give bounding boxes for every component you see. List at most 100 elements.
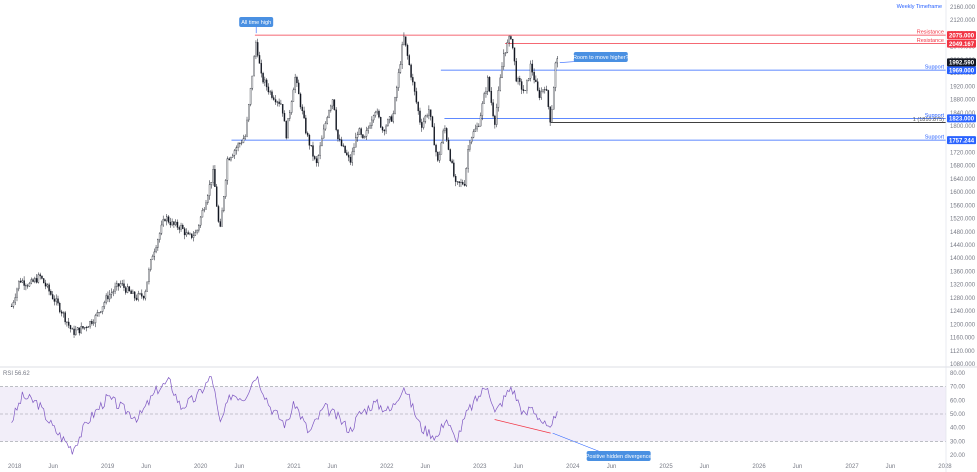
rsi-guide-lines: 80.00 70.00 60.00 50.00 40.00 30.00 20.00 xyxy=(0,371,966,459)
candle-body xyxy=(549,106,551,123)
candle-body xyxy=(217,206,220,222)
candle-body xyxy=(292,89,295,102)
candle-body xyxy=(157,239,159,248)
candle-body xyxy=(351,151,353,163)
candle-body xyxy=(123,283,125,288)
price-tick-label: 2160.000 xyxy=(950,5,976,11)
candle-body xyxy=(349,156,352,163)
candle-body xyxy=(82,326,84,329)
price-tick-label: 1600.000 xyxy=(950,190,976,196)
candle-body xyxy=(554,62,557,88)
candle-body xyxy=(237,143,239,148)
candle-body xyxy=(474,128,476,132)
candle-body xyxy=(32,279,34,282)
candle-body xyxy=(478,125,480,127)
candle-body xyxy=(353,147,355,153)
candle-body xyxy=(60,311,63,314)
time-tick-label: Jun xyxy=(607,464,617,470)
divergence-callout-bubble xyxy=(586,451,651,461)
level-label: Support xyxy=(925,135,945,141)
candle-body xyxy=(10,305,13,307)
candle-body xyxy=(294,76,296,91)
candle-body xyxy=(362,134,364,139)
candle-body xyxy=(542,89,544,92)
rsi-tick-label: 60.00 xyxy=(950,398,966,404)
candle-body xyxy=(21,280,24,283)
candle-body xyxy=(513,47,516,62)
candle-body xyxy=(552,87,555,110)
candle-body xyxy=(246,119,248,137)
candle-body xyxy=(396,87,398,98)
candle-body xyxy=(185,232,188,236)
rsi-tick-label: 20.00 xyxy=(950,453,966,459)
candle-body xyxy=(374,112,377,116)
candle-body xyxy=(429,109,432,117)
candle-body xyxy=(235,147,238,151)
rsi-line xyxy=(11,375,558,455)
candle-body xyxy=(130,290,132,294)
candle-body xyxy=(495,107,498,125)
candle-body xyxy=(344,145,346,153)
candle-body xyxy=(431,116,434,128)
candle-body xyxy=(360,128,362,135)
candle-body xyxy=(114,286,116,292)
time-tick-label: 2018 xyxy=(8,464,22,470)
candle-body xyxy=(273,97,275,100)
candle-body xyxy=(485,91,487,94)
time-tick-label: Jun xyxy=(235,464,245,470)
candle-body xyxy=(330,105,332,111)
candle-body xyxy=(335,109,337,130)
candle-body xyxy=(103,302,106,307)
candle-body xyxy=(324,123,327,130)
time-tick-label: 2026 xyxy=(752,464,766,470)
candle-body xyxy=(271,91,273,98)
candle-body xyxy=(301,106,304,112)
candle-body xyxy=(66,321,68,323)
candle-body xyxy=(547,90,550,107)
level-price-tag-text: 1757.244 xyxy=(949,138,975,144)
candle-body xyxy=(317,155,320,164)
candle-body xyxy=(242,138,245,143)
candle-body xyxy=(276,101,279,103)
candle-body xyxy=(529,63,532,79)
candle-body xyxy=(169,221,172,226)
candle-body xyxy=(314,156,316,159)
candle-body xyxy=(126,286,129,293)
candle-body xyxy=(296,76,298,84)
candle-body xyxy=(160,224,163,234)
candle-body xyxy=(191,233,193,238)
candle-body xyxy=(89,321,91,327)
candle-body xyxy=(440,142,443,155)
candle-body xyxy=(67,321,70,326)
candle-body xyxy=(192,235,195,238)
candle-body xyxy=(255,42,257,57)
candle-body xyxy=(226,158,229,181)
candle-body xyxy=(387,119,389,127)
candle-body xyxy=(422,121,425,128)
candle-body xyxy=(504,52,507,54)
level-price-tag xyxy=(947,114,976,123)
candle-body xyxy=(94,315,97,324)
candle-body xyxy=(380,117,382,128)
candle-body xyxy=(526,80,528,91)
candle-body xyxy=(35,278,38,283)
candle-body xyxy=(37,274,40,283)
time-tick-label: Jun xyxy=(48,464,58,470)
time-tick-label: Jun xyxy=(700,464,710,470)
rsi-tick-label: 40.00 xyxy=(950,426,966,432)
candle-body xyxy=(207,195,209,204)
candle-body xyxy=(321,137,323,147)
candle-body xyxy=(442,130,444,144)
time-tick-label: Jun xyxy=(420,464,430,470)
candle-body xyxy=(50,291,52,295)
candle-body xyxy=(401,44,403,65)
level-price-tag xyxy=(947,39,976,48)
candle-body xyxy=(278,101,280,104)
candle-body xyxy=(544,89,546,91)
price-tick-label: 1160.000 xyxy=(950,336,975,342)
candle-body xyxy=(41,275,43,279)
candle-body xyxy=(23,280,25,286)
candle-body xyxy=(524,89,526,91)
candle-body xyxy=(264,79,266,83)
